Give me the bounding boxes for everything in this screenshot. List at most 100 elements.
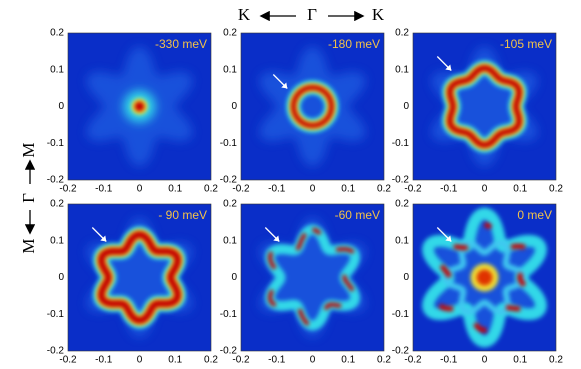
frame (412, 203, 557, 352)
outer-glow (422, 207, 547, 348)
panel: -60 meV -0.2 -0.1 0 0.1 0.2 0.2 0.1 0 -0.1 -0.2 (220, 199, 392, 366)
y-tick-label: 0.2 (50, 28, 64, 39)
x-tick-label: 0 (310, 355, 316, 366)
band-red (97, 231, 182, 324)
band-red (267, 227, 358, 328)
header-right: K (372, 5, 385, 24)
y-tick-label: 0.2 (50, 199, 64, 210)
plot (413, 33, 556, 180)
x-tick-label: 0 (137, 355, 143, 366)
x-tick-label: 0.2 (204, 355, 218, 366)
x-tick-label: -0.2 (59, 184, 77, 195)
y-tick-label: 0 (231, 101, 237, 112)
side-center: Γ (19, 193, 38, 203)
panel-label: -330 meV (155, 37, 207, 51)
x-tick-label: -0.1 (95, 184, 113, 195)
panel: - 90 meV -0.2 -0.1 0 0.1 0.2 0.2 0.1 0 -0.1 -0.2 (47, 199, 219, 366)
x-tick-label: -0.1 (268, 184, 286, 195)
y-tick-label: 0.2 (223, 28, 237, 39)
spot-red (476, 269, 493, 286)
x-tick-label: -0.2 (232, 184, 250, 195)
x-tick-label: 0.1 (168, 355, 182, 366)
x-tick-label: 0 (310, 184, 316, 195)
panel: -180 meV -0.2 -0.1 0 0.1 0.2 0.2 0.1 0 -0.1 -0.2 (220, 28, 392, 195)
x-tick-label: 0.2 (549, 355, 563, 366)
frame (67, 203, 212, 352)
x-tick-label: -0.2 (404, 184, 422, 195)
x-tick-label: -0.1 (440, 184, 458, 195)
y-tick-label: -0.1 (392, 309, 410, 320)
x-tick-label: 0.1 (513, 355, 527, 366)
x-tick-label: 0.2 (377, 184, 391, 195)
y-tick-label: -0.2 (47, 175, 65, 186)
panel: -105 meV -0.2 -0.1 0 0.1 0.2 0.2 0.1 0 -0.1 -0.2 (392, 28, 564, 195)
y-tick-label: 0.1 (395, 235, 409, 246)
y-tick-label: -0.2 (220, 346, 238, 357)
spot-red (134, 101, 145, 112)
plot (413, 204, 556, 351)
inner-glow (442, 239, 527, 316)
y-tick-label: 0.2 (223, 199, 237, 210)
band-red (435, 222, 534, 333)
panel: -330 meV -0.2 -0.1 0 0.1 0.2 0.2 0.1 0 -0.1 -0.2 (47, 28, 219, 195)
y-tick-label: -0.1 (47, 309, 65, 320)
frame (412, 32, 557, 181)
x-tick-label: 0.2 (204, 184, 218, 195)
y-tick-label: -0.2 (47, 346, 65, 357)
panel-label: -60 meV (335, 208, 380, 222)
panel-label: 0 meV (517, 208, 552, 222)
plot (241, 33, 384, 180)
x-tick-label: 0.1 (341, 184, 355, 195)
y-tick-label: -0.2 (392, 175, 410, 186)
x-tick-label: 0 (137, 184, 143, 195)
plot (68, 204, 211, 351)
y-tick-label: 0.1 (50, 235, 64, 246)
pointer-head (445, 235, 452, 242)
y-tick-label: -0.1 (220, 138, 238, 149)
band-red (446, 64, 523, 149)
pointer-head (273, 235, 280, 242)
side-bottom: M (19, 238, 38, 253)
y-tick-label: -0.2 (392, 346, 410, 357)
haze (259, 46, 366, 167)
y-tick-label: 0 (403, 101, 409, 112)
frame (240, 203, 385, 352)
x-tick-label: 0.1 (341, 355, 355, 366)
side-top: M (19, 142, 38, 157)
pointer-head (445, 64, 452, 71)
y-tick-label: 0.1 (223, 64, 237, 75)
y-tick-label: -0.1 (220, 309, 238, 320)
plot (241, 204, 384, 351)
y-tick-label: 0.2 (395, 199, 409, 210)
x-tick-label: -0.1 (440, 355, 458, 366)
pointer-head (100, 235, 107, 242)
header-left: K (238, 5, 251, 24)
panel: 0 meV -0.2 -0.1 0 0.1 0.2 0.2 0.1 0 -0.1 -0.2 (392, 199, 564, 366)
x-tick-label: -0.2 (59, 355, 77, 366)
panel-label: -180 meV (328, 37, 380, 51)
y-tick-label: 0.1 (223, 235, 237, 246)
pointer-head (281, 82, 288, 89)
panels: -330 meV-0.2 -0.1 0 0.1 0.20.20.10-0.1-0.2-1… (47, 28, 564, 366)
x-tick-label: -0.1 (95, 355, 113, 366)
x-tick-label: -0.2 (404, 355, 422, 366)
x-tick-label: 0.1 (513, 184, 527, 195)
x-tick-label: 0 (482, 355, 488, 366)
frame (67, 32, 212, 181)
y-tick-label: -0.2 (220, 175, 238, 186)
x-tick-label: -0.2 (232, 355, 250, 366)
band-red (291, 85, 334, 128)
y-tick-label: 0.1 (395, 64, 409, 75)
y-tick-label: 0 (58, 272, 64, 283)
plot (68, 33, 211, 180)
x-tick-label: 0.2 (549, 184, 563, 195)
x-tick-label: 0 (482, 184, 488, 195)
y-tick-label: 0 (58, 101, 64, 112)
x-tick-label: -0.1 (268, 355, 286, 366)
header-center: Γ (307, 5, 317, 24)
panel-label: -105 meV (500, 37, 552, 51)
y-tick-label: -0.1 (392, 138, 410, 149)
x-tick-label: 0.1 (168, 184, 182, 195)
panel-label: - 90 meV (158, 208, 207, 222)
